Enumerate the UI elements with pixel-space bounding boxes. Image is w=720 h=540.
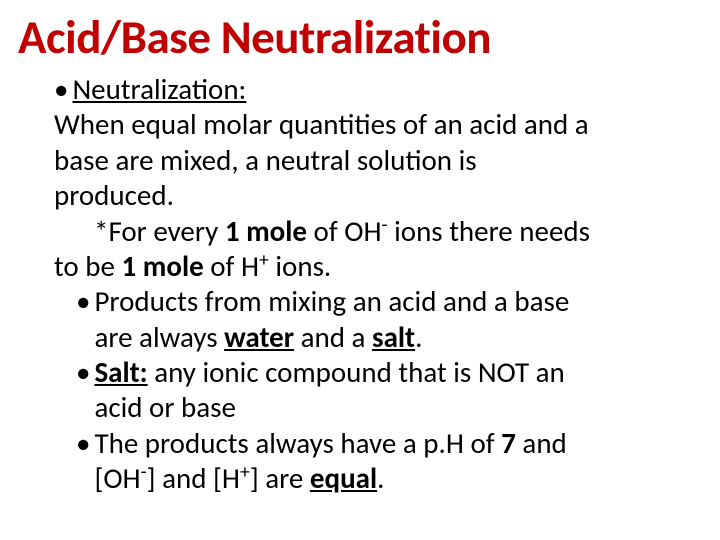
slide-title: Acid/Base Neutralization [18,8,702,66]
note-l2-bold: 1 mole [122,248,204,284]
note-l1-sup: - [382,213,388,237]
note-line-1: *For every 1 mole of OH- ions there need… [54,214,702,249]
bullet-dot: • [76,426,94,497]
sub1-line1: Products from mixing an acid and a base [94,284,569,319]
note-l1-bold: 1 mole [225,213,307,249]
sub-bullet-2: • Salt: any ionic compound that is NOT a… [54,355,702,426]
term-neutralization: Neutralization: [72,71,246,107]
note-l1-pre: *For every [94,213,225,249]
note-l2-pre: to be [54,248,122,284]
note-l2-sup: + [259,248,269,272]
sub-bullet-1: • Products from mixing an acid and a bas… [54,284,702,355]
bullet-neutralization: • Neutralization: [54,72,702,107]
definition-line-2: base are mixed, a neutral solution is [54,143,702,178]
note-l1-post: ions there needs [388,213,590,249]
sub3-line1: The products always have a p.H of 7 and [94,426,566,461]
sub-bullet-3: • The products always have a p.H of 7 an… [54,426,702,497]
sub2-line1: Salt: any ionic compound that is NOT an [94,355,564,390]
note-l2-post: ions. [269,248,331,284]
bullet-dot: • [54,72,72,107]
bullet-dot: • [76,355,94,426]
sub2-line2: acid or base [94,390,564,425]
definition-line-1: When equal molar quantities of an acid a… [54,107,702,142]
sub1-line2: are always water and a salt. [94,320,569,355]
note-line-2: to be 1 mole of H+ ions. [54,249,702,284]
sub3-line2: [OH-] and [H+] are equal. [94,461,566,496]
slide-body: • Neutralization: When equal molar quant… [18,72,702,497]
note-l2-mid: of H [204,248,259,284]
bullet-dot: • [76,284,94,355]
note-l1-mid: of OH [307,213,382,249]
definition-line-3: produced. [54,178,702,213]
